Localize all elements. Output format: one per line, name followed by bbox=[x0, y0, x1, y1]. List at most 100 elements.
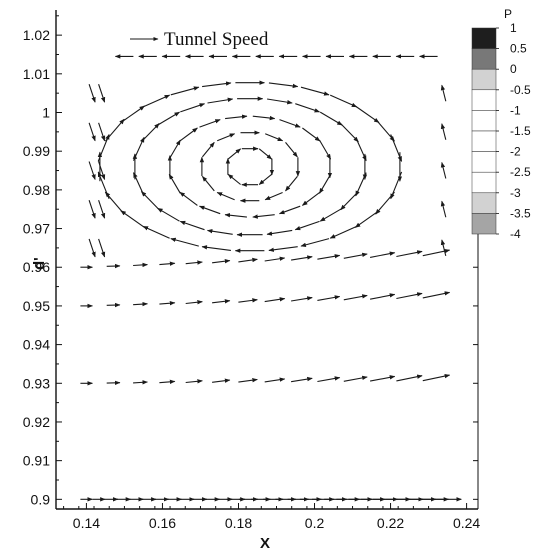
velocity-vector bbox=[120, 210, 145, 228]
velocity-vector bbox=[88, 238, 96, 258]
y-tick-label: 1.01 bbox=[23, 66, 50, 82]
velocity-vector bbox=[216, 191, 235, 201]
velocity-vector bbox=[142, 225, 170, 239]
colorbar-title: P bbox=[504, 7, 512, 21]
colorbar-label: 0 bbox=[510, 62, 517, 76]
velocity-vector bbox=[238, 298, 258, 303]
velocity-vector bbox=[185, 379, 203, 384]
velocity-vector bbox=[98, 238, 106, 258]
velocity-vector bbox=[264, 377, 286, 383]
velocity-vector bbox=[268, 82, 299, 89]
velocity-vector bbox=[159, 379, 176, 385]
velocity-vector bbox=[142, 94, 171, 108]
velocity-vector bbox=[319, 111, 343, 126]
velocity-vector bbox=[252, 115, 276, 121]
velocity-vector bbox=[170, 237, 199, 247]
y-tick-label: 0.91 bbox=[23, 453, 50, 469]
velocity-vector bbox=[201, 141, 215, 158]
colorbar-band bbox=[471, 151, 497, 173]
velocity-vector bbox=[133, 262, 148, 268]
colorbar-band bbox=[471, 130, 497, 152]
velocity-vector bbox=[369, 293, 396, 300]
velocity-vector bbox=[329, 94, 358, 108]
velocity-vector bbox=[267, 98, 293, 105]
velocity-vector bbox=[369, 251, 396, 258]
velocity-vector bbox=[202, 81, 232, 88]
velocity-vector bbox=[343, 252, 368, 259]
velocity-vector bbox=[258, 148, 273, 160]
velocity-vector bbox=[201, 175, 215, 192]
x-axis-title: X bbox=[260, 535, 270, 550]
velocity-vector bbox=[340, 123, 359, 143]
velocity-vector bbox=[88, 84, 96, 103]
velocity-vector bbox=[440, 200, 447, 218]
colorbar-label: -3.5 bbox=[510, 206, 531, 220]
colorbar: P 1 0.5 0 -0.5 -1 -1.5 -2 -2.5 -3 -3.5 -4 bbox=[471, 7, 531, 241]
velocity-vector bbox=[159, 261, 176, 266]
velocity-vector bbox=[133, 301, 148, 307]
velocity-vector bbox=[98, 200, 106, 219]
velocity-vector bbox=[294, 220, 320, 231]
velocity-vector bbox=[216, 133, 236, 142]
velocity-vector bbox=[238, 377, 258, 383]
velocity-vector bbox=[291, 376, 313, 383]
velocity-vector bbox=[141, 191, 160, 211]
velocity-vector bbox=[98, 84, 106, 103]
velocity-vector bbox=[422, 291, 451, 299]
x-tick-label: 0.18 bbox=[225, 515, 252, 531]
velocity-vector bbox=[206, 228, 233, 235]
velocity-vector bbox=[319, 139, 332, 160]
velocity-vectors bbox=[80, 54, 462, 502]
x-tick-label: 0.24 bbox=[453, 515, 480, 531]
velocity-vector bbox=[88, 200, 96, 219]
y-tick-label: 0.92 bbox=[23, 414, 50, 430]
colorbar-label: -2.5 bbox=[510, 165, 531, 179]
colorbar-band bbox=[471, 89, 497, 111]
velocity-vector bbox=[396, 292, 423, 300]
velocity-vector bbox=[369, 375, 396, 382]
velocity-vector bbox=[168, 173, 181, 194]
y-tick-label: 0.95 bbox=[23, 298, 50, 314]
velocity-vector bbox=[440, 239, 447, 257]
velocity-vector bbox=[440, 161, 447, 179]
velocity-vector bbox=[207, 97, 234, 104]
velocity-vector bbox=[227, 173, 241, 185]
velocity-vector bbox=[291, 296, 313, 302]
velocity-vector bbox=[291, 255, 313, 261]
velocity-vector bbox=[201, 245, 231, 251]
velocity-vector bbox=[354, 210, 380, 228]
x-tick-label: 0.22 bbox=[377, 515, 404, 531]
legend: Tunnel Speed bbox=[130, 29, 269, 50]
velocity-vector bbox=[355, 137, 367, 162]
velocity-vector bbox=[319, 207, 343, 222]
velocity-vector bbox=[185, 300, 203, 305]
velocity-vector bbox=[120, 105, 145, 124]
velocity-vector bbox=[396, 374, 423, 382]
colorbar-band bbox=[471, 213, 497, 235]
colorbar-label: -2 bbox=[510, 145, 521, 159]
colorbar-label: -1.5 bbox=[510, 124, 531, 138]
y-tick-label: 0.96 bbox=[23, 259, 50, 275]
velocity-vector bbox=[159, 301, 176, 306]
velocity-vector bbox=[268, 246, 298, 252]
velocity-vector bbox=[329, 225, 357, 239]
velocity-vector bbox=[295, 103, 321, 113]
colorbar-label: -0.5 bbox=[510, 83, 531, 97]
velocity-vector bbox=[199, 119, 221, 128]
colorbar-label: -1 bbox=[510, 103, 521, 117]
velocity-vector bbox=[285, 176, 298, 192]
y-tick-label: 1.02 bbox=[23, 27, 50, 43]
colorbar-band bbox=[471, 68, 497, 91]
velocity-vector bbox=[185, 260, 203, 265]
legend-label: Tunnel Speed bbox=[164, 29, 269, 50]
x-tick-label: 0.14 bbox=[73, 515, 100, 531]
velocity-vector bbox=[319, 174, 332, 194]
velocity-vector bbox=[198, 205, 221, 215]
velocity-vector bbox=[212, 299, 231, 304]
velocity-vector bbox=[224, 213, 247, 218]
velocity-vector bbox=[170, 86, 200, 96]
velocity-vector bbox=[98, 122, 106, 142]
velocity-vector bbox=[422, 373, 451, 382]
velocity-vector bbox=[227, 148, 242, 160]
